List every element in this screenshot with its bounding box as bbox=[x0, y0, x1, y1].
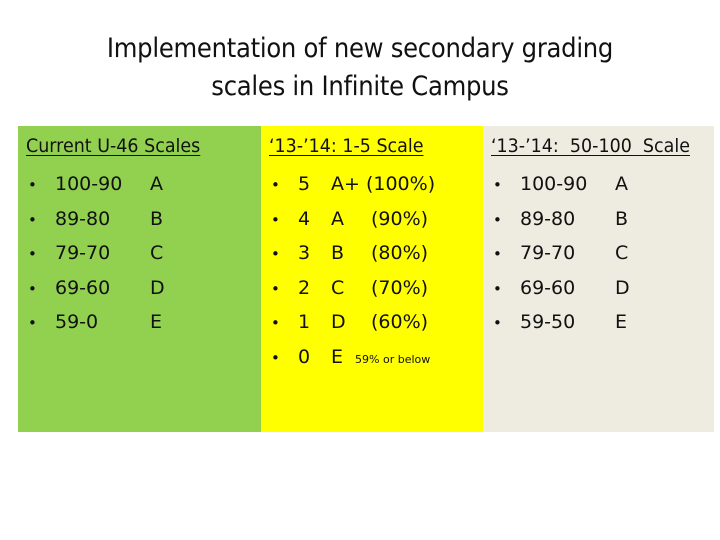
list-item: • 100-90 A bbox=[491, 167, 714, 202]
grade: E bbox=[331, 345, 344, 368]
slide-title-line-1: Implementation of new secondary grading bbox=[106, 33, 614, 64]
list-item: • 0 E 59% or below bbox=[269, 340, 483, 375]
grade: B bbox=[615, 207, 629, 230]
slide-title: Implementation of new secondary grading … bbox=[36, 30, 684, 106]
slide-title-line-2: scales in Infinite Campus bbox=[211, 71, 509, 102]
grade: C bbox=[615, 242, 629, 264]
score: 3 bbox=[298, 242, 311, 264]
bullet-icon: • bbox=[493, 314, 502, 332]
bullet-icon: • bbox=[271, 176, 280, 194]
score: 2 bbox=[298, 276, 311, 299]
percent: (100%) bbox=[365, 173, 436, 195]
grade: B bbox=[331, 242, 345, 264]
panel-50-100-scale: ‘13-’14: 50-100 Scale • 100-90 A • 89-80 B •… bbox=[483, 126, 714, 432]
bullet-icon: • bbox=[493, 245, 502, 263]
percent: (90%) bbox=[371, 207, 429, 230]
list-item: • 100-90 A bbox=[26, 167, 261, 202]
range: 100-90 bbox=[55, 173, 123, 195]
score: 4 bbox=[298, 207, 311, 230]
bullet-icon: • bbox=[28, 245, 37, 263]
grade: A bbox=[150, 173, 163, 195]
bullet-icon: • bbox=[493, 176, 502, 194]
grade-list: • 5 A+ (100%) • 4 A (90%) • 3 B (80%) • 2 C (70%) •… bbox=[269, 167, 483, 374]
bullet-icon: • bbox=[28, 176, 37, 194]
range: 59-0 bbox=[55, 311, 99, 333]
grade: C bbox=[331, 276, 345, 299]
score: 0 bbox=[298, 345, 311, 368]
grading-scales-panels: Current U-46 Scales • 100-90 A • 89-80 B • 79… bbox=[18, 126, 714, 432]
score: 5 bbox=[298, 173, 311, 195]
list-item: • 89-80 B bbox=[26, 202, 261, 237]
grade: D bbox=[615, 276, 630, 299]
range: 79-70 bbox=[520, 242, 576, 264]
grade: B bbox=[150, 207, 164, 230]
list-item: • 2 C (70%) bbox=[269, 271, 483, 306]
grade: D bbox=[150, 276, 165, 299]
range: 79-70 bbox=[55, 242, 111, 264]
grade: E bbox=[150, 311, 163, 333]
list-item: • 79-70 C bbox=[491, 236, 714, 271]
bullet-icon: • bbox=[493, 210, 502, 229]
range: 89-80 bbox=[520, 207, 576, 230]
list-item: • 89-80 B bbox=[491, 202, 714, 237]
bullet-icon: • bbox=[271, 279, 280, 298]
grade: A+ bbox=[331, 173, 360, 195]
bullet-icon: • bbox=[493, 279, 502, 298]
list-item: • 5 A+ (100%) bbox=[269, 167, 483, 202]
grade: A bbox=[331, 207, 344, 230]
panel-current-u46-scales: Current U-46 Scales • 100-90 A • 89-80 B • 79… bbox=[18, 126, 261, 432]
panel-heading: Current U-46 Scales bbox=[26, 135, 201, 157]
bullet-icon: • bbox=[28, 210, 37, 229]
list-item: • 4 A (90%) bbox=[269, 202, 483, 237]
grade: C bbox=[150, 242, 164, 264]
range: 89-80 bbox=[55, 207, 111, 230]
bullet-icon: • bbox=[28, 279, 37, 298]
percent: (80%) bbox=[371, 242, 429, 264]
list-item: • 69-60 D bbox=[26, 271, 261, 306]
grade: A bbox=[615, 173, 628, 195]
score: 1 bbox=[298, 311, 311, 333]
list-item: • 59-0 E bbox=[26, 305, 261, 340]
bullet-icon: • bbox=[271, 348, 280, 367]
bullet-icon: • bbox=[271, 210, 280, 229]
list-item: • 3 B (80%) bbox=[269, 236, 483, 271]
range: 69-60 bbox=[55, 276, 111, 299]
grade: D bbox=[331, 311, 346, 333]
list-item: • 69-60 D bbox=[491, 271, 714, 306]
bullet-icon: • bbox=[271, 245, 280, 263]
panel-heading: ‘13-’14: 1-5 Scale bbox=[269, 135, 424, 157]
range: 69-60 bbox=[520, 276, 576, 299]
grade-list: • 100-90 A • 89-80 B • 79-70 C • 69-60 D • 59-50 E bbox=[491, 167, 714, 340]
panel-1-5-scale: ‘13-’14: 1-5 Scale • 5 A+ (100%) • 4 A (90%) … bbox=[261, 126, 483, 432]
range: 100-90 bbox=[520, 173, 588, 195]
percent: (70%) bbox=[371, 276, 429, 299]
grade: E bbox=[615, 311, 628, 333]
list-item: • 1 D (60%) bbox=[269, 305, 483, 340]
bullet-icon: • bbox=[28, 314, 37, 332]
percent: (60%) bbox=[371, 311, 429, 333]
list-item: • 59-50 E bbox=[491, 305, 714, 340]
grade-note: 59% or below bbox=[355, 352, 431, 366]
bullet-icon: • bbox=[271, 314, 280, 332]
range: 59-50 bbox=[520, 311, 576, 333]
panel-heading: ‘13-’14: 50-100 Scale bbox=[491, 135, 690, 157]
list-item: • 79-70 C bbox=[26, 236, 261, 271]
grade-list: • 100-90 A • 89-80 B • 79-70 C • 69-60 D • 59-0 E bbox=[26, 167, 261, 340]
